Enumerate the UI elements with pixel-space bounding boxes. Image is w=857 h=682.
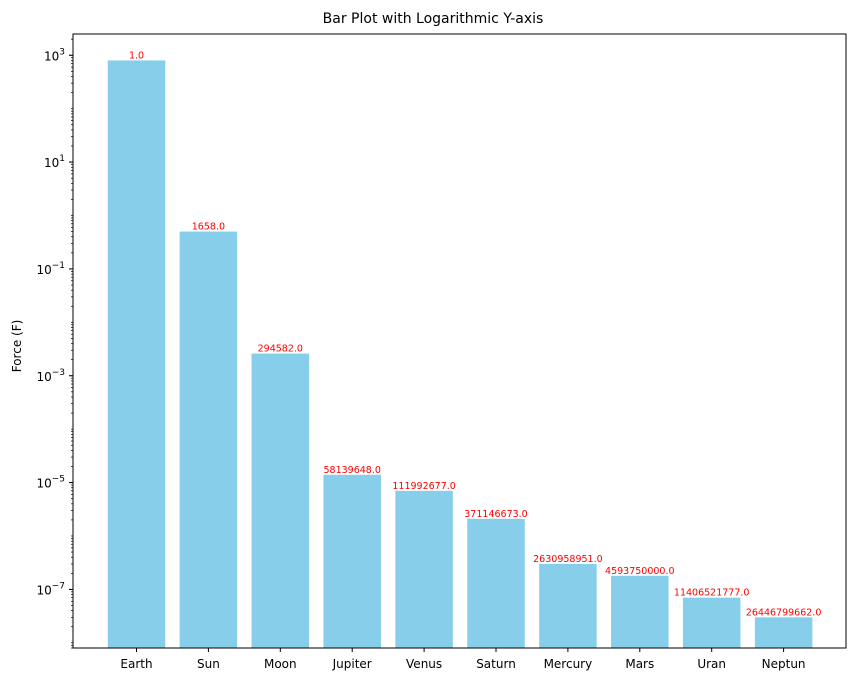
data-label-saturn: 371146673.0 xyxy=(464,509,527,520)
y-tick-label: 10−3 xyxy=(36,368,65,384)
bars-group: 1.0 1658.0 294582.0 58139648.0 111992677.0 37… xyxy=(107,50,822,649)
bar-earth xyxy=(107,60,166,649)
x-tick-label-sun: Sun xyxy=(197,657,220,671)
plot-frame xyxy=(72,33,847,649)
data-label-venus: 111992677.0 xyxy=(392,481,455,492)
x-tick-label-neptun: Neptun xyxy=(762,657,806,671)
data-label-mercury: 2630958951.0 xyxy=(533,554,603,565)
bar-moon xyxy=(251,353,310,648)
data-label-sun: 1658.0 xyxy=(192,222,225,233)
y-ticks-group: 10−7 10−5 10−3 10−1 101 103 xyxy=(36,38,73,649)
x-ticks-group: Earth Sun Moon Jupiter Venus Saturn Mercury Mar… xyxy=(120,648,806,671)
bar-saturn xyxy=(467,518,525,648)
data-label-mars: 4593750000.0 xyxy=(605,566,675,577)
x-tick-label-moon: Moon xyxy=(264,657,297,671)
data-label-moon: 294582.0 xyxy=(258,344,303,355)
x-tick-label-uran: Uran xyxy=(697,657,726,671)
data-label-jupiter: 58139648.0 xyxy=(323,465,380,476)
y-tick-label: 10−7 xyxy=(36,581,65,597)
y-tick-label: 10−1 xyxy=(36,261,65,277)
data-label-neptun: 26446799662.0 xyxy=(746,607,822,618)
x-tick-label-saturn: Saturn xyxy=(476,657,516,671)
y-tick-label: 10−5 xyxy=(36,475,65,491)
bar-mercury xyxy=(539,563,597,648)
x-tick-label-earth: Earth xyxy=(120,657,152,671)
bar-mars xyxy=(611,575,669,648)
x-tick-label-mercury: Mercury xyxy=(544,657,593,671)
x-tick-label-jupiter: Jupiter xyxy=(332,657,372,671)
y-axis-label: Force (F) xyxy=(10,320,24,373)
bar-venus xyxy=(395,490,453,648)
bar-jupiter xyxy=(323,474,381,648)
data-label-uran: 11406521777.0 xyxy=(674,588,750,599)
x-tick-label-venus: Venus xyxy=(406,657,442,671)
bar-neptun xyxy=(754,617,813,648)
data-label-earth: 1.0 xyxy=(129,50,144,61)
x-tick-label-mars: Mars xyxy=(625,657,654,671)
bar-uran xyxy=(682,597,741,648)
bar-sun xyxy=(179,231,238,648)
y-tick-label: 101 xyxy=(44,154,65,170)
chart-title: Bar Plot with Logarithmic Y-axis xyxy=(323,11,544,27)
y-tick-label: 103 xyxy=(44,47,65,63)
